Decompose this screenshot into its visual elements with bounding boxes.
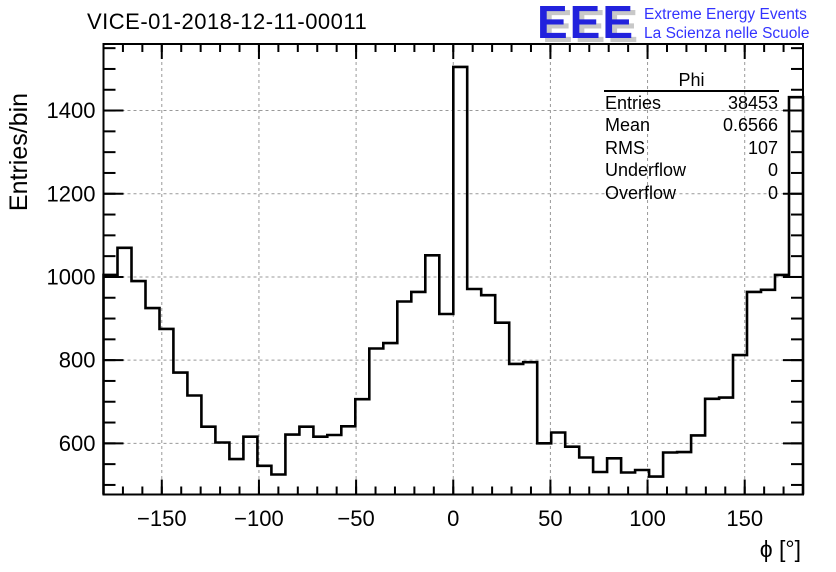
x-tick-labels: −150 −100 −50 0 50 100 150 <box>137 506 763 531</box>
stats-row-mean: Mean 0.6566 <box>604 114 779 136</box>
axis-ticks <box>103 44 803 495</box>
stats-label: Underflow <box>605 160 687 181</box>
x-tick-label: 150 <box>726 506 763 531</box>
y-axis-title: Entries/bin <box>5 93 33 211</box>
x-tick-label: 0 <box>447 506 459 531</box>
stats-label: Mean <box>605 115 651 136</box>
stats-box: Phi Entries 38453 Mean 0.6566 RMS 107 Un… <box>604 71 779 204</box>
stats-value: 38453 <box>727 93 778 113</box>
eee-logo-line1: Extreme Energy Events <box>644 6 807 23</box>
stats-row-entries: Entries 38453 <box>604 92 779 114</box>
y-tick-label: 1400 <box>47 98 96 123</box>
y-tick-label: 1000 <box>47 264 96 289</box>
stats-row-overflow: Overflow 0 <box>604 182 779 204</box>
x-tick-label: −150 <box>137 506 187 531</box>
stats-label: Overflow <box>605 182 677 203</box>
y-tick-label: 600 <box>59 431 96 456</box>
histogram-line <box>102 65 805 495</box>
stats-row-rms: RMS 107 <box>604 137 779 159</box>
x-axis-title: ϕ [°] <box>760 536 801 562</box>
eee-logo-text: EEE <box>537 0 636 48</box>
eee-logo: EEE Extreme Energy Events La Scienza nel… <box>537 0 810 48</box>
y-tick-label: 1200 <box>47 181 96 206</box>
x-tick-label: 50 <box>538 506 562 531</box>
stats-value: 107 <box>747 137 778 158</box>
eee-logo-subtitle: Extreme Energy Events La Scienza nelle S… <box>644 5 809 44</box>
x-tick-label: −100 <box>234 506 284 531</box>
stats-box-title: Phi <box>604 71 779 92</box>
stats-label: RMS <box>605 137 645 158</box>
stats-value: 0 <box>767 182 778 203</box>
stats-label: Entries <box>605 93 662 113</box>
y-tick-label: 800 <box>59 348 96 373</box>
stats-row-underflow: Underflow 0 <box>604 159 779 181</box>
eee-logo-line2: La Scienza nelle Scuole <box>644 25 810 43</box>
x-tick-label: 100 <box>629 506 666 531</box>
y-tick-labels: 600 800 1000 1200 1400 <box>47 98 96 456</box>
x-tick-label: −50 <box>337 506 374 531</box>
stats-value: 0.6566 <box>722 115 778 136</box>
plot-title: VICE-01-2018-12-11-00011 <box>87 9 368 34</box>
stats-value: 0 <box>767 160 778 181</box>
